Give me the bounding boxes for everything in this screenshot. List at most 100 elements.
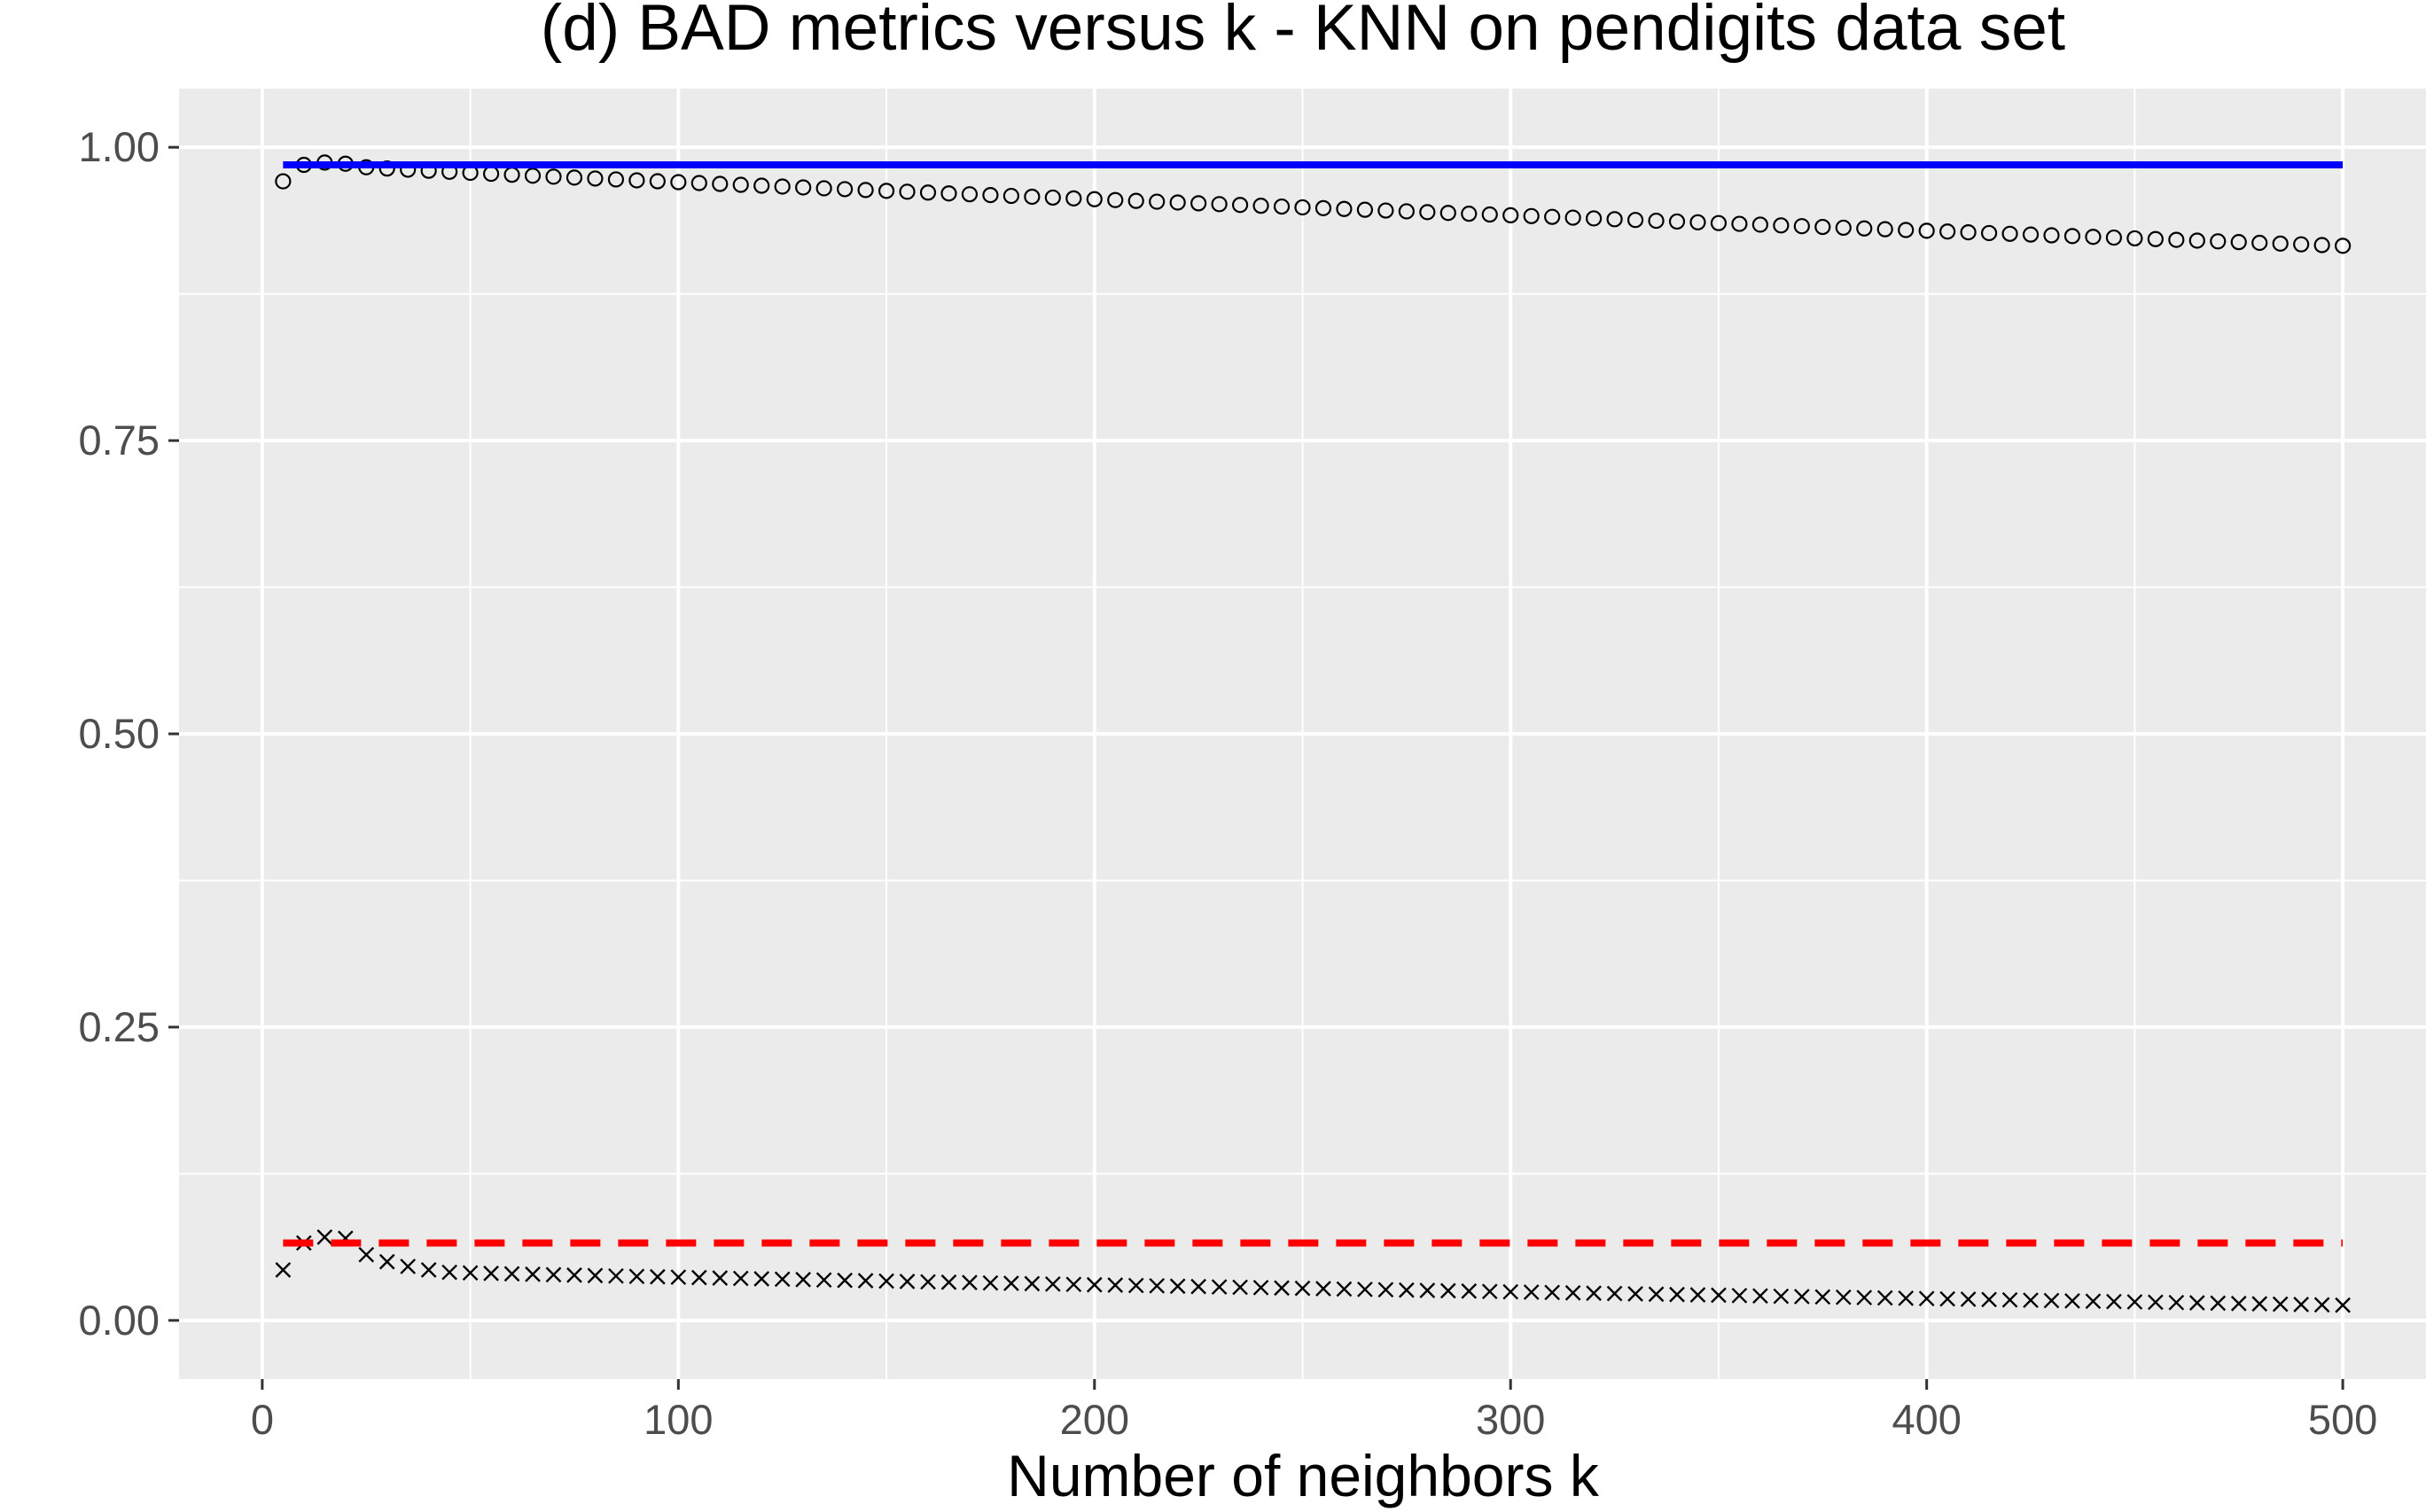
cross-point: [1211, 1279, 1228, 1295]
cross-point: [2188, 1295, 2205, 1311]
cross-point: [628, 1268, 645, 1285]
circle-point: [2230, 234, 2247, 251]
circle-point: [1377, 202, 1394, 219]
cross-point: [1086, 1276, 1103, 1293]
circle-point: [607, 171, 625, 188]
x-axis: 0 100 200 300 400 500: [251, 1379, 2377, 1443]
circle-point: [1439, 205, 1456, 222]
cross-point: [2313, 1297, 2330, 1313]
circle-point: [940, 185, 957, 202]
y-tick-label: 0.25: [79, 1003, 160, 1050]
cross-point: [608, 1267, 624, 1284]
circle-point: [1356, 201, 1374, 218]
circle-point: [1898, 222, 1915, 238]
circle-point: [1502, 207, 1519, 224]
cross-point: [1107, 1277, 1124, 1293]
x-tick-label: 100: [644, 1396, 713, 1443]
cross-point: [1793, 1289, 1810, 1305]
cross-point: [2293, 1297, 2310, 1313]
circle-point: [919, 184, 937, 201]
y-tick-label: 0.75: [79, 417, 160, 464]
circle-point: [1856, 220, 1873, 237]
circle-point: [2188, 232, 2205, 249]
cross-point: [462, 1265, 479, 1282]
cross-point: [1232, 1279, 1248, 1296]
cross-point: [1044, 1275, 1061, 1292]
cross-point: [525, 1266, 541, 1282]
circle-point: [774, 178, 791, 195]
x-axis-title: Number of neighbors k: [1007, 1443, 1600, 1508]
circle-point: [1710, 214, 1728, 231]
circle-point: [1149, 193, 1166, 210]
cross-point: [1544, 1284, 1561, 1301]
circle-point: [2335, 238, 2352, 254]
y-tick-label: 0.50: [79, 710, 160, 757]
circle-point: [1107, 191, 1124, 208]
chart-title: (d) BAD metrics versus k - KNN on pendig…: [541, 0, 2065, 64]
cross-point: [1336, 1281, 1353, 1298]
cross-point: [2251, 1296, 2268, 1312]
cross-point: [1814, 1289, 1831, 1305]
cross-point: [420, 1262, 437, 1278]
circle-point: [1127, 192, 1144, 209]
y-tick-label: 0.00: [79, 1297, 160, 1344]
cross-point: [566, 1266, 582, 1283]
circle-point: [982, 187, 999, 204]
cross-point: [815, 1272, 832, 1289]
cross-point: [1065, 1276, 1082, 1293]
series-layer: [275, 154, 2352, 1313]
circle-point: [524, 168, 542, 184]
cross-point: [1315, 1281, 1331, 1297]
x-tick-label: 500: [2308, 1396, 2377, 1443]
cross-point: [358, 1246, 375, 1263]
cross-point: [712, 1270, 729, 1286]
circle-point: [690, 175, 707, 191]
cross-point: [1357, 1281, 1373, 1298]
circle-point: [1336, 200, 1353, 217]
y-tick-label: 1.00: [79, 123, 160, 170]
circle-point: [1252, 198, 1269, 214]
cross-point: [1294, 1280, 1311, 1297]
cross-point: [1523, 1284, 1540, 1300]
cross-point: [1876, 1290, 1893, 1306]
circle-point: [837, 181, 854, 198]
circle-point: [1731, 215, 1748, 232]
cross-point: [1252, 1279, 1269, 1296]
x-tick-label: 0: [251, 1396, 274, 1443]
circle-point: [2126, 230, 2143, 247]
circle-point: [2251, 234, 2268, 252]
cross-point: [1918, 1290, 1935, 1307]
circle-point: [1231, 197, 1249, 214]
cross-point: [1669, 1286, 1685, 1303]
cross-point: [1169, 1278, 1186, 1295]
circle-point: [1918, 222, 1935, 239]
cross-point: [2023, 1292, 2039, 1308]
cross-point: [400, 1259, 417, 1274]
cross-point: [857, 1273, 874, 1289]
circle-point: [2085, 229, 2102, 246]
cross-point: [1481, 1283, 1498, 1300]
circle-point: [1002, 187, 1019, 205]
circle-point: [2105, 229, 2123, 246]
circle-point: [1169, 194, 1186, 211]
circle-point: [1648, 212, 1665, 230]
circle-point: [1523, 207, 1540, 224]
circle-point: [857, 182, 874, 199]
x-tick-label: 200: [1060, 1396, 1129, 1443]
cross-point: [837, 1272, 853, 1289]
cross-point: [690, 1269, 707, 1286]
cross-point: [1981, 1291, 1997, 1308]
cross-point: [275, 1262, 292, 1278]
cross-point: [1960, 1291, 1977, 1307]
circle-point: [1273, 198, 1291, 215]
cross-point: [378, 1253, 395, 1270]
cross-point: [316, 1228, 333, 1245]
circle-point: [1086, 191, 1103, 207]
circle-point: [961, 186, 979, 203]
circle-point: [587, 170, 604, 187]
circle-point: [275, 173, 292, 190]
circle-point: [1606, 211, 1623, 228]
circle-point: [1960, 223, 1977, 241]
cross-point: [1856, 1290, 1873, 1305]
